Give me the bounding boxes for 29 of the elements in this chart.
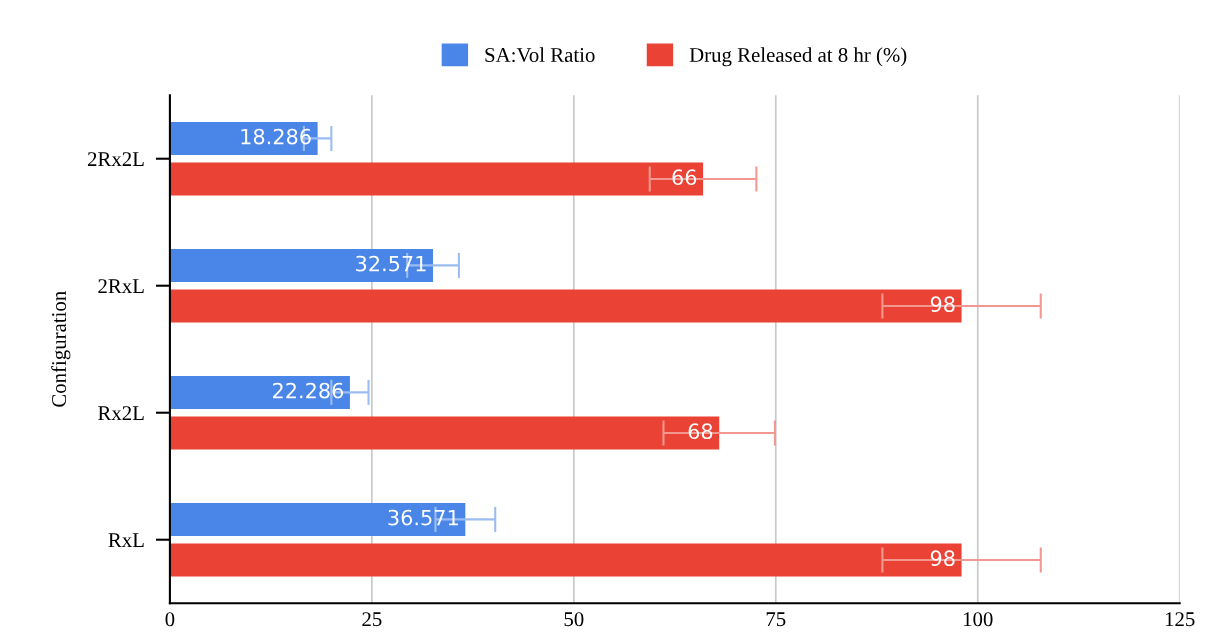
y-tick-label: 2RxL: [98, 279, 144, 293]
x-tick-label: 0: [165, 612, 175, 627]
x-tick-label: 50: [564, 612, 584, 627]
data-label: 68: [688, 423, 713, 440]
data-label: 98: [930, 550, 955, 567]
data-label: 32.571: [356, 255, 426, 272]
bar: [169, 289, 962, 323]
bar: [169, 416, 720, 450]
legend-label: Drug Released at 8 hr (%): [689, 47, 907, 67]
bar: [169, 121, 318, 155]
bar: [169, 162, 704, 196]
y-tick-label: 2Rx2L: [87, 152, 144, 166]
x-tick-label: 125: [1165, 612, 1195, 627]
data-label: 36.571: [388, 509, 458, 526]
x-tick-label: 100: [963, 612, 993, 627]
bar: [169, 248, 434, 282]
y-axis-title: Configuration: [51, 291, 71, 407]
x-tick-label: 75: [766, 612, 786, 627]
data-label: 98: [930, 296, 955, 313]
data-label: 18.286: [241, 128, 311, 145]
data-label: 66: [672, 169, 697, 186]
data-label: 22.286: [273, 382, 344, 399]
x-tick-label: 25: [362, 612, 382, 627]
bar: [169, 502, 466, 536]
legend-label: SA:Vol Ratio: [485, 47, 595, 63]
y-tick-label: Rx2L: [98, 406, 144, 420]
y-tick-label: RxL: [108, 533, 144, 547]
bar: [169, 543, 962, 577]
bar: [169, 375, 350, 409]
